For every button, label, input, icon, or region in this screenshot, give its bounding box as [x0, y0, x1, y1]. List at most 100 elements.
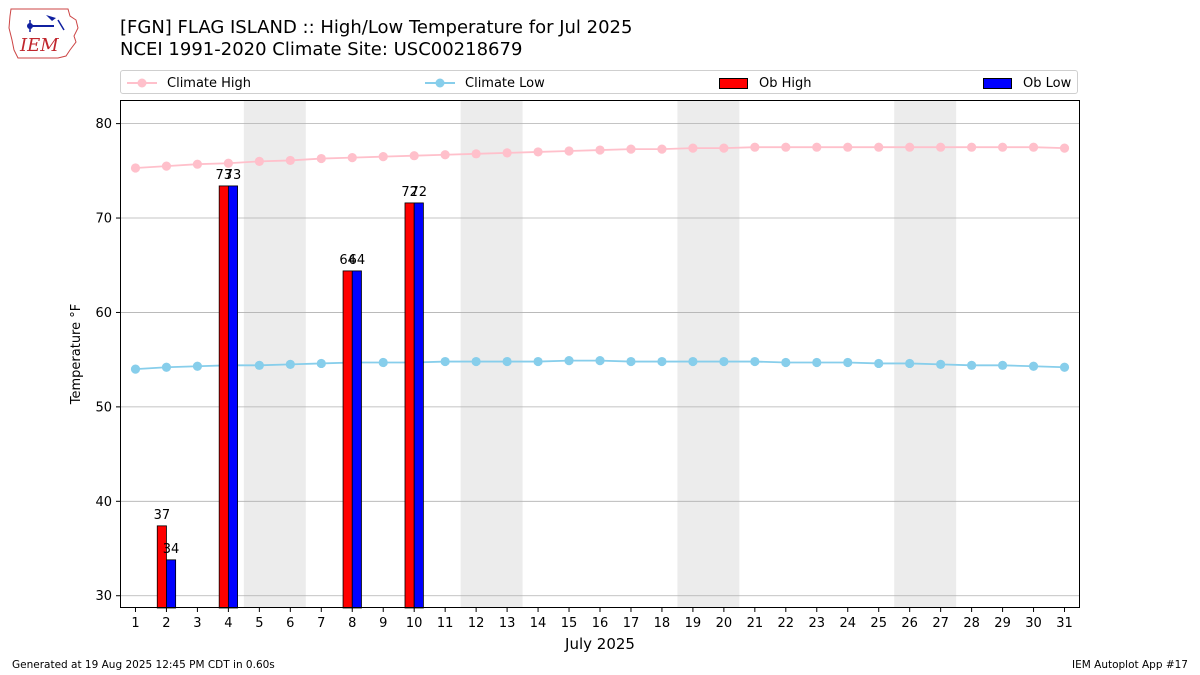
x-tick-label: 15 — [561, 616, 578, 631]
climate-low-point — [967, 360, 977, 370]
x-tick-label: 21 — [747, 616, 764, 631]
climate-high-point — [1059, 143, 1070, 153]
climate-low-line — [135, 359, 1065, 371]
x-axis-label: July 2025 — [564, 635, 635, 653]
x-tick-label: 25 — [870, 616, 887, 631]
x-tick-label: 8 — [348, 616, 356, 631]
gridlines — [120, 123, 1080, 597]
ob-low-value-label: 64 — [349, 253, 366, 268]
ob-low-bar — [351, 270, 362, 609]
climate-low-point — [781, 357, 791, 368]
climate-high-point — [1028, 142, 1039, 152]
x-tick-label: 5 — [255, 616, 263, 631]
climate-high-point — [471, 149, 481, 159]
climate-high-point — [967, 142, 977, 152]
observed-bars — [156, 185, 424, 609]
climate-high-point — [688, 143, 698, 153]
ob-high-value-label: 72 — [401, 185, 418, 200]
x-tick-label: 12 — [468, 616, 485, 631]
ob-low-value-label: 34 — [163, 542, 180, 557]
legend-label-climate-low: Climate Low — [465, 75, 545, 91]
ob-high-bar — [342, 270, 353, 609]
climate-high-point — [812, 142, 822, 152]
ob-high-bar — [404, 202, 415, 609]
climate-high-point — [502, 148, 512, 158]
footer-generated-text: Generated at 19 Aug 2025 12:45 PM CDT in… — [12, 659, 275, 671]
x-tick-label: 1 — [131, 616, 139, 631]
y-tick-label: 30 — [95, 589, 112, 604]
climate-high-point — [130, 163, 141, 173]
legend-line-marker-icon — [127, 78, 157, 88]
climate-high-point — [161, 161, 172, 171]
climate-low-point — [843, 357, 853, 368]
x-tick-label: 30 — [1025, 616, 1042, 631]
climate-high-point — [564, 146, 574, 156]
climate-low-point — [502, 356, 512, 367]
y-tick-label: 50 — [95, 400, 112, 415]
legend-label-ob-high: Ob High — [759, 75, 812, 91]
legend-line-marker-icon — [425, 78, 455, 88]
climate-low-point — [533, 356, 543, 367]
legend-item-climate-low: Climate Low — [425, 74, 545, 92]
x-tick-label: 13 — [499, 616, 516, 631]
climate-high-point — [750, 142, 760, 152]
weekend-band — [677, 100, 740, 608]
climate-low-point — [626, 356, 636, 367]
footer-app-text: IEM Autoplot App #17 — [1072, 659, 1188, 671]
x-tick-label: 20 — [716, 616, 733, 631]
bar-labels: 37 73 64 72 34 73 64 72 — [154, 168, 427, 557]
climate-low-point — [874, 358, 884, 369]
ob-low-value-label: 72 — [411, 185, 428, 200]
climate-low-point — [409, 357, 419, 368]
x-tick-label: 24 — [839, 616, 856, 631]
weekend-band — [894, 100, 957, 608]
y-tick-label: 40 — [95, 495, 112, 510]
climate-low-point — [440, 356, 450, 367]
x-tick-label: 31 — [1056, 616, 1073, 631]
climate-low-point — [812, 357, 822, 368]
x-tick-label: 14 — [530, 616, 547, 631]
climate-low-point — [1059, 362, 1070, 372]
y-axis-label: Temperature °F — [69, 304, 84, 405]
climate-high-point — [254, 156, 264, 166]
climate-low-point — [471, 356, 481, 367]
x-tick-label: 17 — [623, 616, 640, 631]
climate-high-point — [657, 144, 667, 154]
ob-high-value-label: 64 — [339, 253, 356, 268]
svg-text:IEM: IEM — [19, 35, 59, 56]
climate-low-point — [905, 358, 915, 369]
x-tick-label: 27 — [932, 616, 949, 631]
climate-high-point — [409, 151, 419, 161]
climate-high-point — [997, 142, 1008, 152]
climate-low-point — [254, 360, 264, 370]
x-tick-label: 28 — [963, 616, 980, 631]
x-tick-label: 29 — [994, 616, 1011, 631]
x-tick-label: 4 — [224, 616, 232, 631]
climate-high-point — [533, 147, 543, 157]
legend-label-ob-low: Ob Low — [1023, 75, 1072, 91]
legend-box-icon — [719, 78, 748, 89]
x-tick-label: 26 — [901, 616, 918, 631]
climate-high-point — [626, 144, 636, 154]
climate-low-point — [161, 362, 172, 372]
x-tick-label: 19 — [685, 616, 702, 631]
climate-low-point — [347, 357, 357, 368]
climate-high-point — [595, 145, 605, 155]
x-tick-label: 6 — [286, 616, 294, 631]
y-tick-label: 80 — [95, 117, 112, 132]
climate-low-point — [750, 356, 760, 367]
ob-low-value-label: 73 — [225, 168, 242, 183]
plot-frame — [120, 100, 1080, 608]
climate-low-point — [657, 356, 667, 367]
x-tick-label: 18 — [654, 616, 671, 631]
x-tick-label: 10 — [406, 616, 423, 631]
climate-low-point — [564, 356, 574, 366]
climate-low-point — [936, 359, 946, 369]
climate-low-point — [688, 356, 698, 367]
climate-high-point — [936, 142, 946, 152]
climate-low-point — [378, 357, 388, 368]
chart-subtitle: NCEI 1991-2020 Climate Site: USC00218679 — [120, 39, 523, 60]
ob-high-bar — [156, 525, 167, 609]
climate-high-point — [440, 150, 450, 160]
